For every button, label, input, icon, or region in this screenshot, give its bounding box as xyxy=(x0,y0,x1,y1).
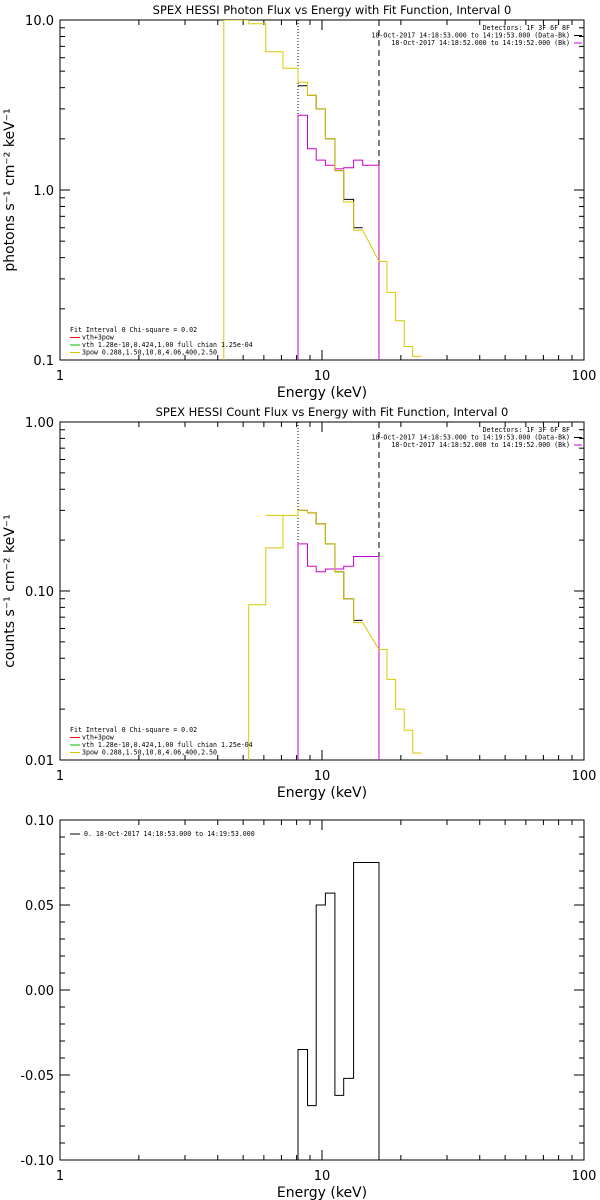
panel-0-legend-left-item: vth+3pow xyxy=(82,334,114,342)
panel-0-legend-left-item: vth 1.28e-10,0.424,1.00 full chian 1.25e… xyxy=(82,341,253,349)
panel-0-axes-frame xyxy=(59,19,585,361)
panel-2-x-axis-label: Energy (keV) xyxy=(277,1185,367,1200)
panel-0-y-ticks xyxy=(60,27,584,361)
x-tick-label: 10 xyxy=(314,369,331,384)
panel-2-x-ticks xyxy=(59,820,573,1160)
y-tick-label: -0.05 xyxy=(20,1069,54,1084)
panel-0-series-group xyxy=(223,20,422,360)
panel-1-title: SPEX HESSI Count Flux vs Energy with Fit… xyxy=(156,405,509,419)
y-tick-label: 0.10 xyxy=(25,585,54,600)
panel-2-axes-frame xyxy=(59,819,585,1161)
x-tick-label: 100 xyxy=(572,369,597,384)
panel-1-y-ticks xyxy=(60,429,584,761)
panel-0-series-2-line xyxy=(223,20,422,360)
panel-1-x-axis-label: Energy (keV) xyxy=(277,785,367,801)
panel-1-legend-right-item: 18-Oct-2017 14:18:53.000 to 14:19:53.000… xyxy=(372,434,571,442)
panel-0-y-axis-label: photons s⁻¹ cm⁻² keV⁻¹ xyxy=(2,108,18,271)
panel-1-axes-frame xyxy=(59,421,585,761)
y-tick-label: 0.10 xyxy=(25,814,54,829)
panel-1-legend-left-item: vth+3pow xyxy=(82,734,114,742)
panel-0-title: SPEX HESSI Photon Flux vs Energy with Fi… xyxy=(153,3,512,17)
panel-1-series-2-line xyxy=(248,509,422,760)
y-tick-label: 0.1 xyxy=(33,354,54,369)
y-tick-label: -0.10 xyxy=(20,1154,54,1169)
y-tick-label: 0.01 xyxy=(25,754,54,769)
panel-2-series-group xyxy=(297,862,380,1160)
panel-0-legend-left-item: Fit Interval 0 Chi-square = 0.02 xyxy=(70,326,197,334)
panel-2-legend-top-item: 0. 18-Oct-2017 14:18:53.000 to 14:19:53.… xyxy=(84,830,255,838)
x-tick-label: 10 xyxy=(314,769,331,784)
x-tick-label: 1 xyxy=(56,769,64,784)
panel-1-legend-left-item: Fit Interval 0 Chi-square = 0.02 xyxy=(70,726,197,734)
panel-0-legend-right-item: 18-Oct-2017 14:18:53.000 to 14:19:53.000… xyxy=(372,32,571,40)
panel-0-legend-right-item: Detectors: 1F 3F 6F 8F xyxy=(483,24,570,32)
panel-0-x-ticks xyxy=(59,20,573,360)
panel-0-legend-right-item: 18-Oct-2017 14:18:52.000 to 14:19:52.000… xyxy=(391,39,570,47)
y-tick-label: 1.0 xyxy=(33,184,54,199)
x-tick-label: 1 xyxy=(56,369,64,384)
panel-0-series-0-line xyxy=(298,85,363,229)
x-tick-label: 1 xyxy=(56,1169,64,1184)
x-tick-label: 100 xyxy=(572,769,597,784)
panel-1-legend-left-item: vth 1.28e-10,0.424,1.00 full chian 1.25e… xyxy=(82,741,253,749)
y-tick-label: 0.05 xyxy=(25,899,54,914)
panel-0-legend-left-item: 3pow 0.288,1.50,10.8,4.06,400,2.50 xyxy=(82,349,217,357)
panel-1-legend-left-item: 3pow 0.288,1.50,10.8,4.06,400,2.50 xyxy=(82,749,217,757)
panel-1-legend-right-item: Detectors: 1F 3F 6F 8F xyxy=(483,426,570,434)
panel-0-x-axis-label: Energy (keV) xyxy=(277,385,367,401)
x-tick-label: 10 xyxy=(314,1169,331,1184)
panel-1-x-ticks xyxy=(59,422,573,760)
x-tick-label: 100 xyxy=(572,1169,597,1184)
panel-1-series-1-line xyxy=(297,543,380,760)
y-tick-label: 10.0 xyxy=(25,14,54,29)
panel-1-series-group xyxy=(248,509,422,760)
panel-2-series-0-line xyxy=(297,862,380,1160)
y-tick-label: 1.00 xyxy=(25,416,54,431)
panel-1-y-axis-label: counts s⁻¹ cm⁻² keV⁻¹ xyxy=(2,514,18,668)
y-tick-label: 0.00 xyxy=(25,984,54,999)
panel-2-y-ticks xyxy=(60,819,584,1161)
panel-1-legend-right-item: 18-Oct-2017 14:18:52.000 to 14:19:52.000… xyxy=(391,441,570,449)
